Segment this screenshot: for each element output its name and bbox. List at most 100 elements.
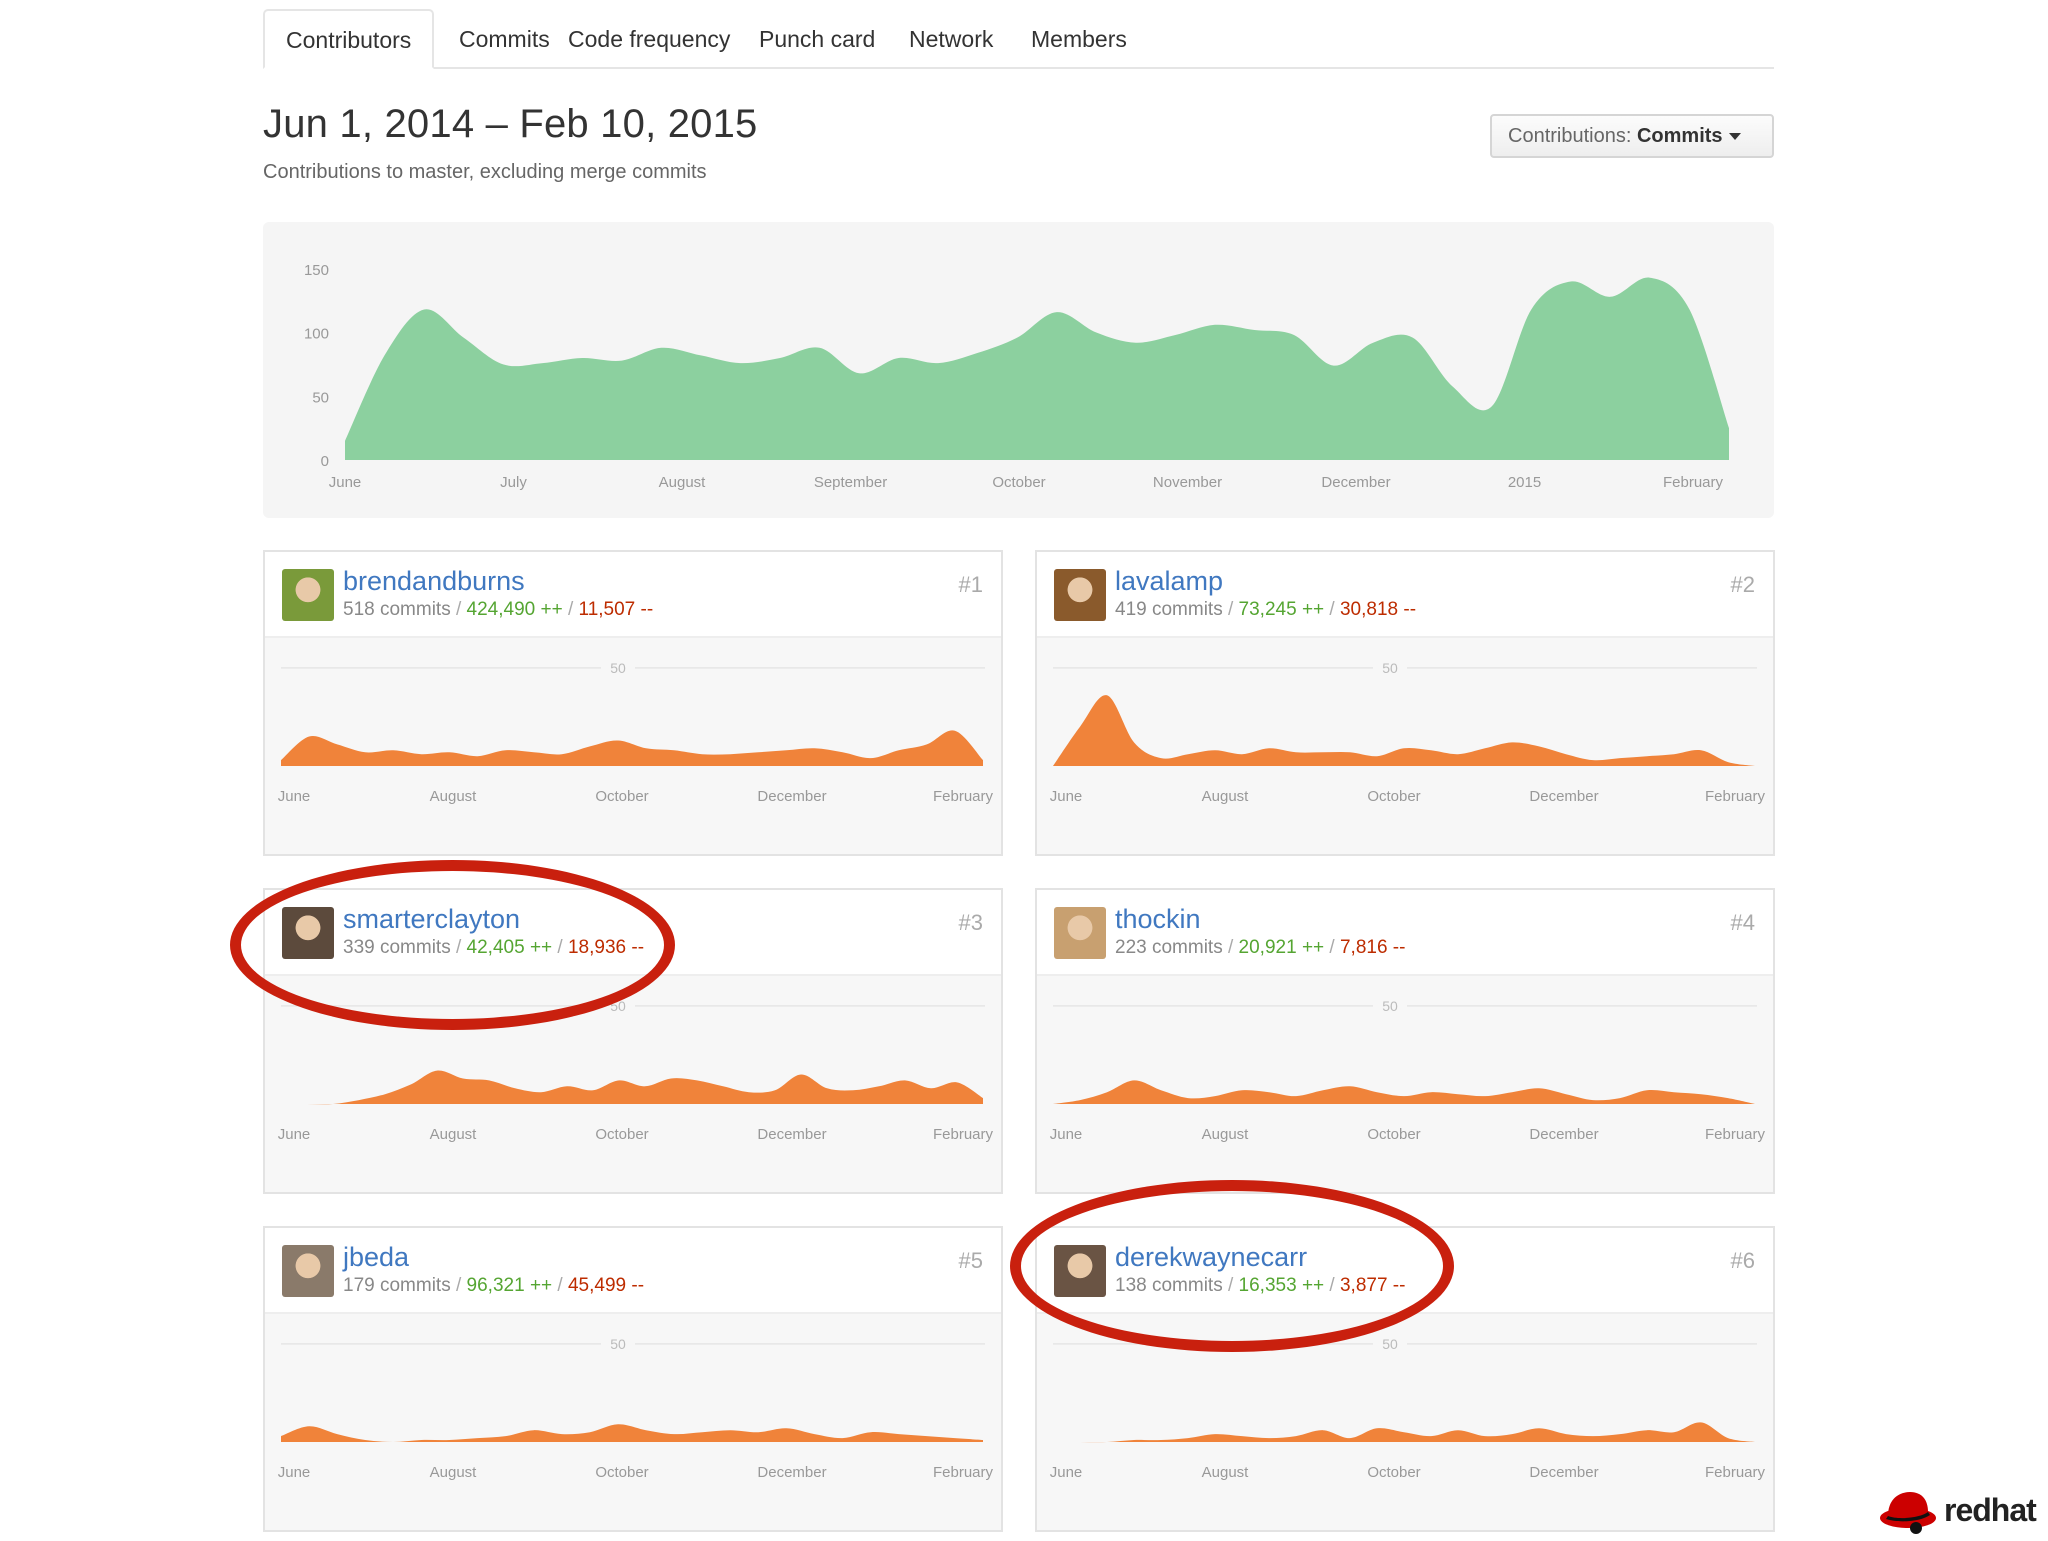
x-tick-label: February [933, 788, 994, 805]
x-tick-label: June [278, 1126, 311, 1143]
x-tick-label: October [595, 1126, 648, 1143]
y-label-bg [1373, 657, 1407, 678]
x-tick-label: November [1153, 474, 1222, 491]
tab-members[interactable]: Members [1031, 26, 1127, 52]
x-tick-label: February [1663, 474, 1724, 491]
commits-area-series [345, 277, 1729, 460]
avatar[interactable] [1054, 907, 1106, 959]
contributor-area-series [1053, 695, 1755, 766]
x-tick-label: December [757, 1464, 826, 1481]
x-tick-label: October [1367, 1464, 1420, 1481]
contributor-rank: #3 [958, 910, 983, 935]
deletions-count: 11,507 -- [578, 599, 654, 620]
stats-separator: / [1324, 1275, 1340, 1296]
commit-count: 223 commits [1115, 937, 1223, 958]
avatar[interactable] [1054, 569, 1106, 621]
stats-separator: / [450, 1275, 467, 1296]
commit-count: 339 commits [343, 937, 451, 958]
y-tick-label: 50 [1382, 998, 1398, 1014]
contributor-username-link[interactable]: smarterclayton [343, 904, 521, 934]
contributor-card-header: brendandburns 518 commits / 424,490 ++ / … [265, 552, 1001, 638]
contributor-card: jbeda 179 commits / 96,321 ++ / 45,499 --… [263, 1226, 1003, 1532]
y-tick-label: 50 [610, 660, 626, 676]
stats-separator: / [1324, 599, 1340, 620]
contributor-card: brendandburns 518 commits / 424,490 ++ / … [263, 550, 1003, 856]
contributor-stats: 339 commits / 42,405 ++ / 18,936 -- [343, 937, 644, 959]
contributor-area-series [281, 1424, 983, 1442]
y-label-bg [601, 995, 635, 1016]
contributor-area-series [1053, 1080, 1755, 1104]
x-tick-label: October [595, 788, 648, 805]
additions-count: 42,405 ++ [466, 937, 553, 958]
commit-count: 179 commits [343, 1275, 451, 1296]
additions-count: 20,921 ++ [1238, 937, 1325, 958]
avatar[interactable] [1054, 1245, 1106, 1297]
contributor-card: smarterclayton 339 commits / 42,405 ++ / … [263, 888, 1003, 1194]
redhat-shadowman-icon [1880, 1492, 1936, 1534]
x-tick-label: December [757, 788, 826, 805]
x-tick-label: December [1529, 788, 1598, 805]
contributions-type-select[interactable]: Contributions: Commits [1490, 114, 1774, 158]
contributor-commits-chart: 50 June August October December February [1050, 1333, 1766, 1481]
y-label-bg [601, 1333, 635, 1354]
x-tick-label: February [1705, 788, 1766, 805]
tab-contributors[interactable]: Contributors [263, 9, 435, 69]
deletions-count: 7,816 -- [1339, 937, 1406, 958]
x-tick-label: December [1321, 474, 1390, 491]
contributor-stats: 518 commits / 424,490 ++ / 11,507 -- [343, 599, 653, 621]
x-tick-label: December [757, 1126, 826, 1143]
y-tick-label: 50 [610, 998, 626, 1014]
stats-separator: / [1324, 937, 1340, 958]
contributor-username-link[interactable]: derekwaynecarr [1115, 1242, 1308, 1272]
contributor-rank: #6 [1730, 1248, 1755, 1273]
x-tick-label: June [1050, 1126, 1083, 1143]
x-tick-label: September [814, 474, 887, 491]
x-tick-label: February [1705, 1126, 1766, 1143]
tab-code-frequency[interactable]: Code frequency [568, 26, 731, 52]
contributor-username-link[interactable]: brendandburns [343, 566, 525, 596]
avatar[interactable] [282, 907, 334, 959]
commit-count: 419 commits [1115, 599, 1223, 620]
tab-network[interactable]: Network [909, 26, 994, 52]
contributor-rank: #4 [1730, 910, 1755, 935]
stats-separator: / [1222, 1275, 1239, 1296]
contributor-username-link[interactable]: jbeda [343, 1242, 410, 1272]
avatar[interactable] [282, 1245, 334, 1297]
x-tick-label: July [500, 474, 527, 491]
contributor-rank: #1 [958, 572, 983, 597]
caret-down-icon [1728, 133, 1741, 141]
redhat-logo-text: redhat [1944, 1492, 2037, 1528]
contributor-rank: #2 [1730, 572, 1755, 597]
contributors-graph-page: Contributors Commits Code frequency Punc… [263, 0, 1775, 1532]
stats-separator: / [450, 599, 467, 620]
x-tick-label: February [933, 1126, 994, 1143]
main-commits-chart: 150 100 50 0 June July August September October N… [263, 222, 1774, 518]
x-tick-label: October [1367, 1126, 1420, 1143]
contributor-commits-chart: 50 June August October December February [1050, 657, 1766, 805]
contributor-username-link[interactable]: lavalamp [1115, 566, 1224, 596]
additions-count: 73,245 ++ [1238, 599, 1325, 620]
stats-separator: / [1222, 599, 1239, 620]
x-tick-label: August [1202, 1464, 1250, 1481]
x-tick-label: August [430, 788, 478, 805]
tab-punch-card[interactable]: Punch card [759, 26, 876, 52]
contributor-stats: 419 commits / 73,245 ++ / 30,818 -- [1115, 599, 1416, 621]
contributor-card-header: thockin 223 commits / 20,921 ++ / 7,816 -… [1037, 890, 1773, 976]
deletions-count: 3,877 -- [1339, 1275, 1406, 1296]
x-tick-label: February [1705, 1464, 1766, 1481]
tab-commits[interactable]: Commits [459, 26, 550, 52]
x-tick-label: June [278, 788, 311, 805]
y-label-bg [1373, 995, 1407, 1016]
contributor-commits-chart: 50 June August October December February [278, 1333, 994, 1481]
stats-separator: / [450, 937, 467, 958]
contributor-card-header: jbeda 179 commits / 96,321 ++ / 45,499 --… [265, 1228, 1001, 1314]
contributor-username-link[interactable]: thockin [1115, 904, 1201, 934]
y-tick-label: 50 [1382, 660, 1398, 676]
x-tick-label: October [992, 474, 1045, 491]
stats-separator: / [562, 599, 579, 620]
contributions-select-label: Contributions: [1508, 125, 1637, 147]
x-tick-label: October [595, 1464, 648, 1481]
avatar[interactable] [282, 569, 334, 621]
x-tick-label: August [430, 1126, 478, 1143]
